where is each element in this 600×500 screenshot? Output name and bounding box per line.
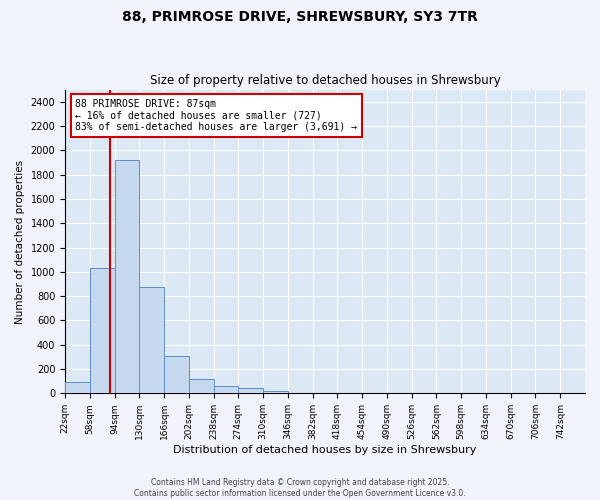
Bar (214, 386, 238, 394)
X-axis label: Distribution of detached houses by size in Shrewsbury: Distribution of detached houses by size … (173, 445, 477, 455)
Title: Size of property relative to detached houses in Shrewsbury: Size of property relative to detached ho… (149, 74, 500, 87)
Bar (90, 268, 115, 394)
Bar (263, 391, 288, 394)
Text: Contains HM Land Registry data © Crown copyright and database right 2025.
Contai: Contains HM Land Registry data © Crown c… (134, 478, 466, 498)
Bar (189, 380, 214, 394)
Bar (65, 382, 90, 394)
Bar (115, 160, 139, 394)
Bar (164, 356, 189, 394)
Y-axis label: Number of detached properties: Number of detached properties (15, 160, 25, 324)
Text: 88, PRIMROSE DRIVE, SHREWSBURY, SY3 7TR: 88, PRIMROSE DRIVE, SHREWSBURY, SY3 7TR (122, 10, 478, 24)
Text: 88 PRIMROSE DRIVE: 87sqm
← 16% of detached houses are smaller (727)
83% of semi-: 88 PRIMROSE DRIVE: 87sqm ← 16% of detach… (76, 98, 358, 132)
Bar (139, 287, 164, 394)
Bar (238, 388, 263, 394)
